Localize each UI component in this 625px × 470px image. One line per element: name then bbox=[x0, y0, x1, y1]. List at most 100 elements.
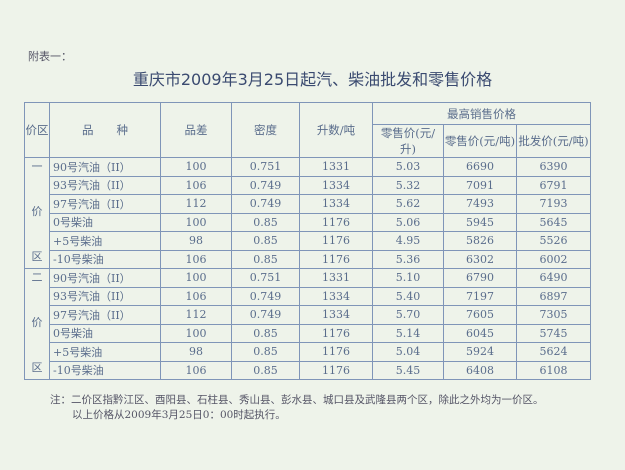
retail-liter-cell: 5.06 bbox=[372, 212, 444, 232]
density-cell: 0.85 bbox=[231, 231, 300, 251]
grade-diff-cell: 100 bbox=[160, 268, 232, 288]
table-row: +5号柴油 98 0.85 1176 4.95 5826 5526 bbox=[25, 231, 591, 251]
retail-ton-cell: 5945 bbox=[443, 212, 517, 232]
retail-liter-cell: 4.95 bbox=[372, 231, 444, 251]
table-row: -10号柴油 106 0.85 1176 5.36 6302 6002 bbox=[25, 249, 591, 269]
retail-liter-cell: 5.70 bbox=[372, 305, 444, 325]
header-wholesale-ton: 批发价(元/吨) bbox=[516, 124, 591, 158]
header-grade-diff: 品差 bbox=[160, 102, 232, 158]
retail-liter-cell: 5.36 bbox=[372, 249, 444, 269]
product-cell: 93号汽油（II） bbox=[49, 286, 161, 306]
liters-per-ton-cell: 1334 bbox=[299, 305, 373, 325]
grade-diff-cell: 100 bbox=[160, 212, 232, 232]
product-cell: 90号汽油（II） bbox=[49, 157, 161, 177]
retail-liter-cell: 5.10 bbox=[372, 268, 444, 288]
liters-per-ton-cell: 1176 bbox=[299, 212, 373, 232]
note-line-1: 注：二价区指黔江区、酉阳县、石柱县、秀山县、彭水县、城口县及武隆县两个区，除此之… bbox=[50, 394, 544, 406]
grade-diff-cell: 100 bbox=[160, 157, 232, 177]
note-line-2: 以上价格从2009年3月25日0：00时起执行。 bbox=[72, 409, 286, 421]
retail-liter-cell: 5.45 bbox=[372, 360, 444, 380]
table-row: 97号汽油（II） 112 0.749 1334 5.62 7493 7193 bbox=[25, 194, 591, 214]
grade-diff-cell: 112 bbox=[160, 305, 232, 325]
liters-per-ton-cell: 1334 bbox=[299, 286, 373, 306]
liters-per-ton-cell: 1334 bbox=[299, 194, 373, 214]
retail-liter-cell: 5.03 bbox=[372, 157, 444, 177]
table-row: 二价区 90号汽油（II） 100 0.751 1331 5.10 6790 6490 bbox=[24, 268, 591, 380]
retail-liter-cell: 5.32 bbox=[372, 175, 444, 195]
header-liters-per-ton: 升数/吨 bbox=[299, 102, 373, 158]
zone-label: 一价区 bbox=[24, 157, 50, 269]
table-row: 97号汽油（II） 112 0.749 1334 5.70 7605 7305 bbox=[25, 305, 591, 325]
liters-per-ton-cell: 1334 bbox=[299, 175, 373, 195]
wholesale-ton-cell: 6897 bbox=[516, 286, 591, 306]
liters-per-ton-cell: 1331 bbox=[299, 157, 373, 177]
wholesale-ton-cell: 6002 bbox=[516, 249, 591, 269]
grade-diff-cell: 98 bbox=[160, 231, 232, 251]
liters-per-ton-cell: 1176 bbox=[299, 231, 373, 251]
table-row: 0号柴油 100 0.85 1176 5.06 5945 5645 bbox=[25, 212, 591, 232]
density-cell: 0.751 bbox=[231, 268, 300, 288]
retail-liter-cell: 5.62 bbox=[372, 194, 444, 214]
wholesale-ton-cell: 5526 bbox=[516, 231, 591, 251]
retail-liter-cell: 5.04 bbox=[372, 342, 444, 362]
product-cell: 90号汽油（II） bbox=[49, 268, 161, 288]
wholesale-ton-cell: 6108 bbox=[516, 360, 591, 380]
header-density: 密度 bbox=[231, 102, 300, 158]
zone-char: 一 bbox=[31, 160, 43, 173]
document-title: 重庆市2009年3月25日起汽、柴油批发和零售价格 bbox=[132, 70, 493, 89]
header-retail-ton: 零售价(元/吨) bbox=[443, 124, 517, 158]
table-row: +5号柴油 98 0.85 1176 5.04 5924 5624 bbox=[25, 342, 591, 362]
retail-ton-cell: 6408 bbox=[443, 360, 517, 380]
retail-ton-cell: 7091 bbox=[443, 175, 517, 195]
table-row: -10号柴油 106 0.85 1176 5.45 6408 6108 bbox=[25, 360, 591, 380]
density-cell: 0.85 bbox=[231, 323, 300, 343]
table-row: 0号柴油 100 0.85 1176 5.14 6045 5745 bbox=[25, 323, 591, 343]
product-cell: 0号柴油 bbox=[49, 212, 161, 232]
retail-ton-cell: 6690 bbox=[443, 157, 517, 177]
retail-ton-cell: 6790 bbox=[443, 268, 517, 288]
product-cell: 0号柴油 bbox=[49, 323, 161, 343]
liters-per-ton-cell: 1176 bbox=[299, 323, 373, 343]
wholesale-ton-cell: 5624 bbox=[516, 342, 591, 362]
zone-char: 区 bbox=[31, 361, 43, 374]
grade-diff-cell: 106 bbox=[160, 175, 232, 195]
grade-diff-cell: 112 bbox=[160, 194, 232, 214]
wholesale-ton-cell: 5645 bbox=[516, 212, 591, 232]
density-cell: 0.85 bbox=[231, 360, 300, 380]
zone-char: 价 bbox=[31, 316, 43, 329]
product-cell: +5号柴油 bbox=[49, 231, 161, 251]
grade-diff-cell: 106 bbox=[160, 249, 232, 269]
table-row: 93号汽油（II） 106 0.749 1334 5.32 7091 6791 bbox=[25, 175, 591, 195]
density-cell: 0.751 bbox=[231, 157, 300, 177]
retail-ton-cell: 5826 bbox=[443, 231, 517, 251]
liters-per-ton-cell: 1176 bbox=[299, 342, 373, 362]
grade-diff-cell: 100 bbox=[160, 323, 232, 343]
grade-diff-cell: 98 bbox=[160, 342, 232, 362]
density-cell: 0.749 bbox=[231, 194, 300, 214]
attachment-label: 附表一： bbox=[28, 50, 72, 63]
header-retail-liter: 零售价(元/升) bbox=[372, 124, 444, 158]
retail-ton-cell: 7493 bbox=[443, 194, 517, 214]
density-cell: 0.749 bbox=[231, 175, 300, 195]
product-cell: 93号汽油（II） bbox=[49, 175, 161, 195]
density-cell: 0.749 bbox=[231, 286, 300, 306]
zone-char: 区 bbox=[31, 250, 43, 263]
retail-ton-cell: 7197 bbox=[443, 286, 517, 306]
wholesale-ton-cell: 5745 bbox=[516, 323, 591, 343]
retail-ton-cell: 6045 bbox=[443, 323, 517, 343]
wholesale-ton-cell: 6390 bbox=[516, 157, 591, 177]
liters-per-ton-cell: 1176 bbox=[299, 360, 373, 380]
density-cell: 0.85 bbox=[231, 342, 300, 362]
retail-ton-cell: 7605 bbox=[443, 305, 517, 325]
header-product: 品 种 bbox=[49, 102, 161, 158]
density-cell: 0.749 bbox=[231, 305, 300, 325]
product-cell: 97号汽油（II） bbox=[49, 194, 161, 214]
grade-diff-cell: 106 bbox=[160, 286, 232, 306]
density-cell: 0.85 bbox=[231, 212, 300, 232]
product-cell: 97号汽油（II） bbox=[49, 305, 161, 325]
grade-diff-cell: 106 bbox=[160, 360, 232, 380]
wholesale-ton-cell: 6490 bbox=[516, 268, 591, 288]
product-cell: +5号柴油 bbox=[49, 342, 161, 362]
table-row: 一价区 90号汽油（II） 100 0.751 1331 5.03 6690 6390 bbox=[24, 157, 591, 269]
zone-char: 价 bbox=[31, 205, 43, 218]
